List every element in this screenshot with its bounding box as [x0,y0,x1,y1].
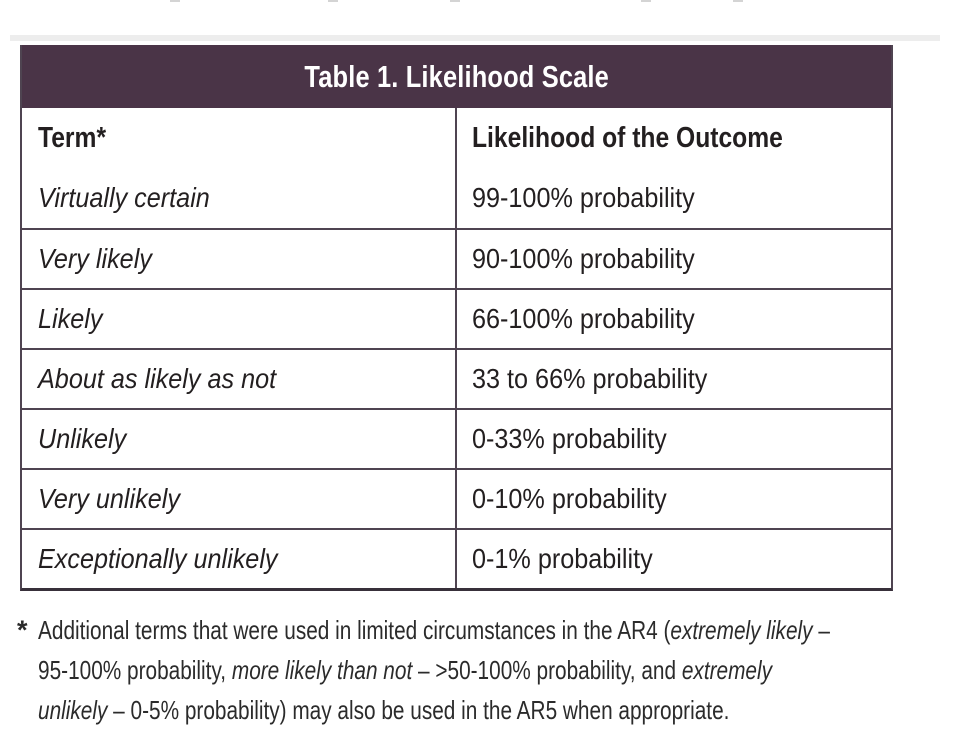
term-cell: Unlikely [22,410,457,468]
likelihood-cell: 0-1% probability [457,530,891,588]
term-text: Exceptionally unlikely [38,543,278,574]
footnote-line: Additional terms that were used in limit… [38,615,830,645]
table-body: Virtually certain 99-100% probability Ve… [22,168,891,588]
scan-artifact [450,0,460,2]
term-text: Unlikely [38,423,127,454]
term-cell: Likely [22,290,457,348]
table-row: About as likely as not 33 to 66% probabi… [22,348,891,408]
likelihood-column-header: Likelihood of the Outcome [472,121,783,154]
term-cell: Very unlikely [22,470,457,528]
likelihood-text: 0-10% probability [472,483,667,514]
likelihood-scale-table: Table 1. Likelihood Scale Term* Likeliho… [20,45,893,591]
likelihood-text: 66-100% probability [472,303,695,334]
likelihood-cell: 66-100% probability [457,290,891,348]
footnote-line: 95-100% probability, more likely than no… [38,655,773,685]
table-row: Exceptionally unlikely 0-1% probability [22,528,891,588]
term-cell: About as likely as not [22,350,457,408]
likelihood-text: 0-1% probability [472,543,653,574]
term-text: Likely [38,303,103,334]
likelihood-cell: 99-100% probability [457,168,891,228]
term-cell: Virtually certain [22,168,457,228]
term-header-cell: Term* [22,108,457,168]
table-header-row: Term* Likelihood of the Outcome [22,108,891,168]
likelihood-header-cell: Likelihood of the Outcome [457,108,891,168]
likelihood-text: 99-100% probability [472,182,695,213]
table-row: Very unlikely 0-10% probability [22,468,891,528]
footnote-text: Additional terms that were used in limit… [38,610,976,730]
footnote: * Additional terms that were used in lim… [17,610,976,730]
term-text: About as likely as not [38,363,277,394]
scan-artifact [641,0,651,2]
likelihood-cell: 33 to 66% probability [457,350,891,408]
term-cell: Very likely [22,230,457,288]
scan-artifact [328,0,338,2]
page-band-artifact [10,35,940,41]
term-text: Very unlikely [38,483,180,514]
likelihood-cell: 0-33% probability [457,410,891,468]
table-row: Virtually certain 99-100% probability [22,168,891,228]
term-text: Virtually certain [38,182,210,213]
footnote-line: unlikely – 0-5% probability) may also be… [38,695,730,725]
term-text: Very likely [38,243,152,274]
likelihood-text: 0-33% probability [472,423,667,454]
scan-artifact [733,0,743,2]
likelihood-text: 33 to 66% probability [472,363,708,394]
table-title-band: Table 1. Likelihood Scale [22,45,891,108]
table-row: Likely 66-100% probability [22,288,891,348]
table-title: Table 1. Likelihood Scale [304,58,609,94]
table-row: Very likely 90-100% probability [22,228,891,288]
likelihood-cell: 0-10% probability [457,470,891,528]
likelihood-cell: 90-100% probability [457,230,891,288]
term-cell: Exceptionally unlikely [22,530,457,588]
table-row: Unlikely 0-33% probability [22,408,891,468]
scan-artifact [170,0,180,2]
footnote-asterisk: * [17,615,28,645]
likelihood-text: 90-100% probability [472,243,695,274]
term-column-header: Term* [38,121,107,154]
